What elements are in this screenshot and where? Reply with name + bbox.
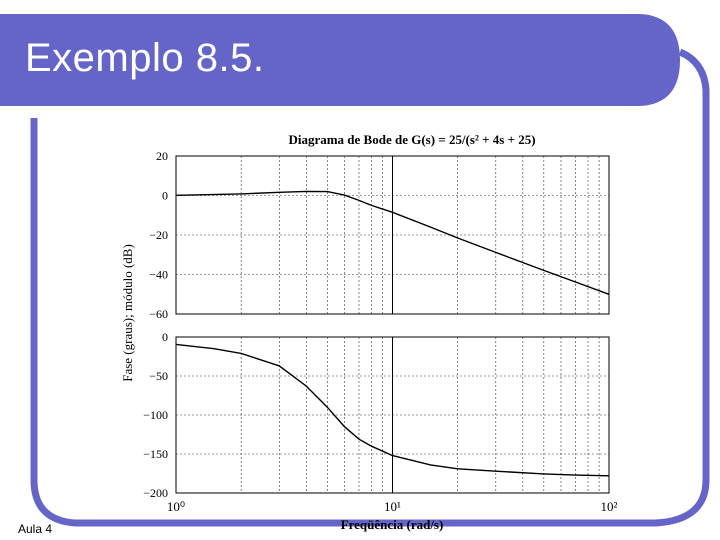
- phase-y-tick-label: −100: [143, 408, 168, 422]
- slide-footer: Aula 4: [18, 522, 53, 536]
- title-bar: [0, 14, 680, 106]
- magnitude-y-tick-label: −40: [149, 268, 168, 282]
- x-tick-label: 10⁰: [167, 499, 185, 514]
- magnitude-y-tick-label: −60: [149, 307, 168, 321]
- x-tick-label: 10²: [601, 499, 618, 514]
- phase-y-tick-label: −200: [143, 486, 168, 500]
- x-tick-label: 10¹: [384, 499, 401, 514]
- magnitude-series-line: [175, 190, 610, 295]
- chart-title: Diagrama de Bode de G(s) = 25/(s² + 4s +…: [288, 132, 535, 147]
- magnitude-y-tick-label: 20: [156, 149, 168, 163]
- y-axis-label: Fase (graus); módulo (dB): [120, 244, 135, 382]
- magnitude-y-tick-label: 0: [162, 189, 168, 203]
- slide-title: Exemplo 8.5.: [25, 36, 265, 80]
- phase-y-tick-label: 0: [162, 330, 168, 344]
- frame-border: [30, 48, 710, 527]
- bode-diagram: Diagrama de Bode de G(s) = 25/(s² + 4s +…: [120, 132, 618, 532]
- phase-series-line: [175, 343, 610, 477]
- magnitude-panel: 20 0 −20 −40 −60: [149, 149, 610, 321]
- phase-y-tick-label: −150: [143, 447, 168, 461]
- magnitude-y-tick-label: −20: [149, 228, 168, 242]
- phase-y-tick-label: −50: [149, 369, 168, 383]
- x-axis-label: Freqüência (rad/s): [341, 517, 444, 532]
